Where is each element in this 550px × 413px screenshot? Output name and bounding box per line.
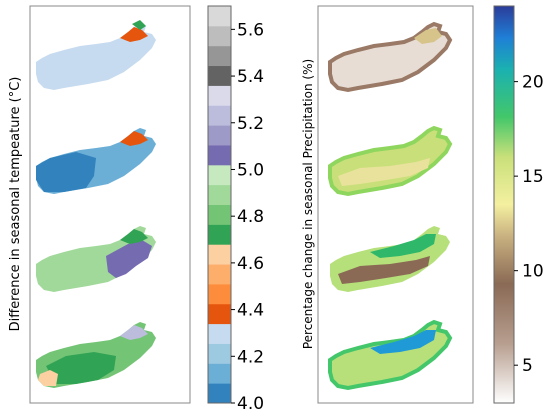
map-region-west xyxy=(36,152,96,192)
left-colorbar-swatch xyxy=(208,25,231,47)
right-map-1 xyxy=(328,21,453,93)
left-map-3 xyxy=(36,226,156,292)
right-colorbar-tick-label: 20 xyxy=(522,73,544,93)
map-region-east-accent xyxy=(132,20,146,30)
left-colorbar-ticks: 4.0 4.2 4.4 4.6 4.8 5.0 5.2 5.4 5.6 xyxy=(231,20,264,413)
right-colorbar-tick-label: 15 xyxy=(522,167,544,187)
left-colorbar-swatch xyxy=(208,184,231,205)
left-colorbar-swatch xyxy=(208,6,231,27)
right-colorbar-ticks: 5 10 15 20 xyxy=(514,73,544,376)
left-colorbar-frame xyxy=(207,5,232,404)
left-colorbar-swatch xyxy=(208,204,231,225)
map-region-north xyxy=(370,330,436,354)
left-colorbar-tick-label: 4.2 xyxy=(237,347,264,367)
map-region-edge xyxy=(328,125,453,197)
left-colorbar-swatch xyxy=(208,283,231,305)
map-region-band xyxy=(338,158,430,186)
left-colorbar-swatch xyxy=(208,303,231,325)
map-region-east xyxy=(106,240,152,278)
left-ylabel: Difference in seasonal tempeature (°C) xyxy=(8,77,23,332)
left-colorbar-swatch xyxy=(208,323,231,344)
right-ylabel: Percentage change in seasonal Precipitat… xyxy=(301,59,315,349)
left-colorbar-swatch xyxy=(208,383,231,404)
left-colorbar-swatch xyxy=(208,125,231,146)
map-region-north-east xyxy=(120,27,148,42)
left-colorbar-tick-label: 5.4 xyxy=(237,67,264,87)
right-colorbar-tick-label: 5 xyxy=(522,356,533,376)
map-region-north-east xyxy=(414,28,442,44)
left-map-1 xyxy=(36,20,156,90)
left-colorbar-swatch xyxy=(208,144,231,166)
map-region-north xyxy=(370,234,436,258)
right-map-4 xyxy=(328,319,453,391)
map-region-north-east xyxy=(120,325,148,340)
left-colorbar-tick-label: 4.4 xyxy=(237,301,264,321)
right-colorbar xyxy=(493,5,515,404)
left-map-4 xyxy=(36,322,156,388)
left-colorbar-swatch xyxy=(208,85,231,106)
map-region-north-east xyxy=(120,229,148,244)
map-region-edge xyxy=(328,21,453,93)
left-colorbar-swatch xyxy=(208,105,231,126)
left-colorbar-tick-label: 4.8 xyxy=(237,207,264,227)
map-region-north-east xyxy=(120,131,148,146)
left-colorbar-tick-label: 4.0 xyxy=(237,394,264,413)
map-region-main xyxy=(36,24,156,90)
left-colorbar-swatch xyxy=(208,224,231,245)
left-colorbar xyxy=(208,6,231,404)
left-colorbar-swatch xyxy=(208,343,231,364)
left-colorbar-tick-label: 5.6 xyxy=(237,20,264,40)
right-map-3 xyxy=(330,226,450,292)
left-map-2 xyxy=(36,128,156,194)
right-map-2 xyxy=(328,125,453,197)
left-colorbar-tick-label: 4.6 xyxy=(237,254,264,274)
left-colorbar-tick-label: 5.2 xyxy=(237,114,264,134)
map-region-south-west xyxy=(38,370,58,386)
map-region-band xyxy=(338,256,430,284)
right-maps xyxy=(328,21,453,391)
left-colorbar-swatch xyxy=(208,164,231,186)
left-colorbar-tick-label: 5.0 xyxy=(237,160,264,180)
left-maps xyxy=(36,20,156,388)
left-colorbar-swatch xyxy=(208,264,231,285)
map-region-main xyxy=(36,226,156,292)
left-colorbar-swatch xyxy=(208,45,231,67)
left-colorbar-swatch xyxy=(208,244,231,265)
right-colorbar-tick-label: 10 xyxy=(522,262,544,282)
left-colorbar-swatch xyxy=(208,363,231,384)
map-region-edge xyxy=(328,319,453,391)
map-region-core xyxy=(46,352,116,384)
left-colorbar-swatch xyxy=(208,65,231,86)
